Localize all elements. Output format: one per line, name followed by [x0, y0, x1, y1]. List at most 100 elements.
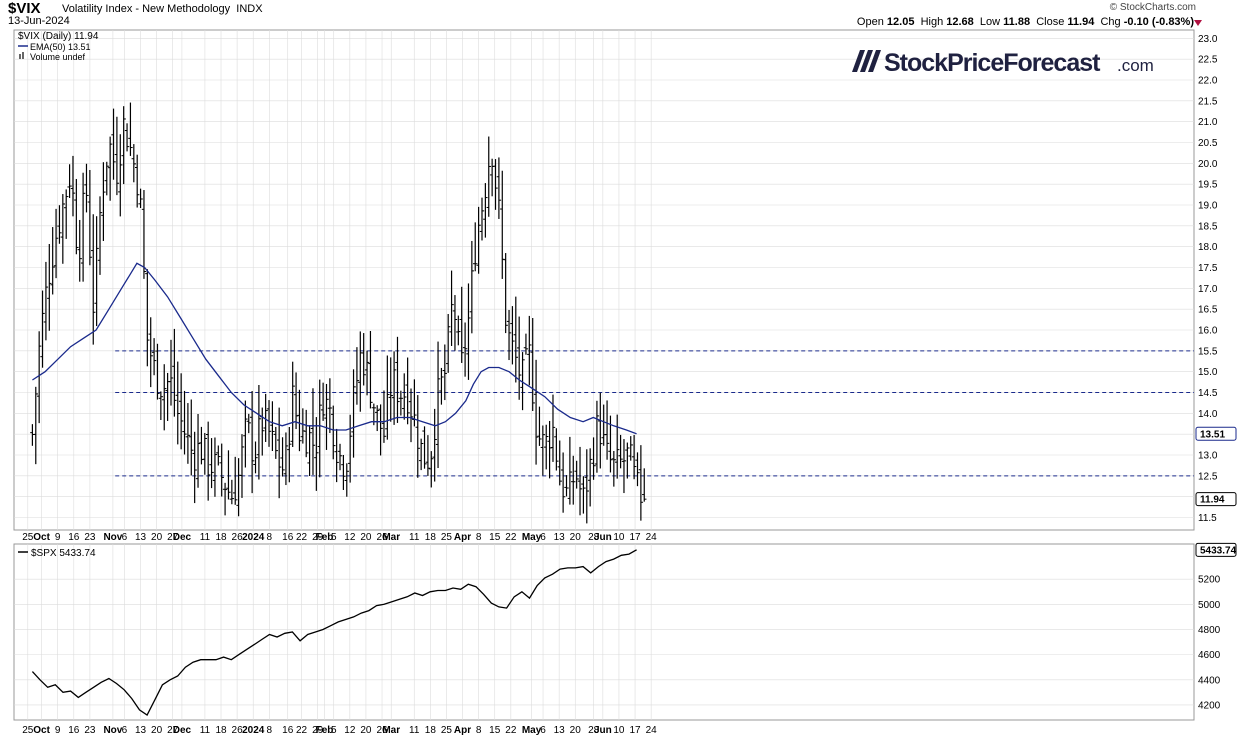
ohlc-bar: [283, 432, 289, 486]
volume-icon: [19, 54, 21, 59]
ohlc-bar: [604, 400, 610, 460]
ohlc-bar: [473, 222, 478, 272]
ohlc-bar: [36, 331, 42, 424]
ohlc-bar: [601, 404, 606, 446]
ohlc-bar: [94, 216, 99, 327]
ohlc-bar: [216, 445, 221, 466]
vix-last-tag: 11.94: [1195, 492, 1237, 507]
x-tick-label: Mar: [382, 532, 400, 543]
ohlc-bar: [134, 154, 140, 208]
ohlc-bar: [47, 244, 52, 331]
ohlc-bar: [97, 196, 103, 275]
index-name: Volatility Index - New Methodology INDX: [62, 3, 263, 15]
x-tick-label: 12: [344, 532, 356, 543]
ohlc-bar: [114, 116, 120, 196]
ohlc-bar: [442, 344, 448, 401]
ohlc-bar: [445, 314, 451, 373]
exchange-label: INDX: [236, 3, 263, 15]
y-tick-label: 13.0: [1198, 451, 1218, 462]
x-tick-label: Jun: [594, 725, 612, 736]
grid-lines: [14, 30, 1194, 720]
x-tick-label: 11: [200, 725, 211, 736]
ohlc-bar: [175, 361, 180, 445]
ohlc-bar: [124, 123, 130, 152]
vix-panel-frame: [13, 29, 1195, 531]
x-tick-label: 15: [489, 725, 501, 736]
ohlc-bar: [331, 405, 336, 460]
x-tick-label: 17: [629, 725, 641, 736]
ohlc-bar: [635, 452, 640, 487]
y-tick-label: 5200: [1198, 575, 1221, 586]
ohlc-bar: [615, 414, 620, 479]
ema-last-tag-text: 13.51: [1200, 429, 1225, 440]
high-label: High: [920, 16, 944, 28]
series-lines: [31, 262, 637, 716]
ohlc-bar: [456, 315, 461, 346]
y-tick-label: 16.5: [1198, 305, 1218, 316]
y-tick-label: 4200: [1198, 700, 1221, 711]
x-tick-label: 26: [376, 725, 388, 736]
close-label: Close: [1036, 16, 1065, 28]
y-tick-label: 19.0: [1198, 201, 1218, 212]
x-tick-label: 6: [540, 532, 546, 543]
x-tick-label: 16: [282, 725, 294, 736]
y-tick-label: 18.0: [1198, 242, 1218, 253]
ohlc-bar: [544, 424, 549, 470]
x-tick-label: 6: [540, 725, 546, 736]
x-tick-label: Mar: [382, 725, 400, 736]
ohlc-bar: [493, 159, 498, 210]
ohlc-bar: [591, 437, 596, 480]
ohlc-bar: [168, 339, 174, 406]
ohlc-bar: [567, 436, 573, 505]
x-tick-label: 27: [167, 725, 179, 736]
ohlc-bar: [395, 336, 400, 423]
x-tick-label: 20: [570, 725, 582, 736]
ohlc-bar: [111, 108, 116, 180]
ohlc-bar: [476, 206, 481, 274]
vix-legend: $VIX (Daily) 11.94 EMA(50) 13.51 Volume …: [18, 31, 99, 62]
y-tick-label: 14.5: [1198, 388, 1218, 399]
ohlc-bar: [354, 347, 360, 405]
x-tick-label: 25: [22, 725, 34, 736]
ohlc-bar: [138, 188, 143, 209]
ohlc-bar: [131, 144, 137, 183]
ohlc-bar: [57, 205, 62, 244]
y-tick-label: 18.5: [1198, 221, 1218, 232]
ohlc-bar: [178, 373, 184, 450]
logo-suffix-text: .com: [1117, 56, 1154, 75]
panel-frames: [13, 29, 1195, 721]
ohlc-bar: [91, 214, 96, 345]
ohlc-bar: [162, 364, 167, 431]
ohlc-bar: [70, 155, 76, 217]
ohlc-bar: [151, 338, 157, 376]
legend-ema: EMA(50) 13.51: [30, 42, 91, 52]
x-tick-label: 27: [167, 532, 179, 543]
ohlc-bar: [145, 269, 150, 367]
ohlc-bar: [287, 426, 292, 483]
ohlc-bar: [304, 409, 309, 458]
x-tick-label: 23: [84, 725, 96, 736]
x-tick-label: 13: [135, 532, 147, 543]
ohlc-bar: [327, 378, 333, 434]
ohlc-bar: [462, 322, 468, 377]
spx-panel-frame: [13, 543, 1195, 721]
ohlc-bar: [513, 296, 518, 383]
ohlc-bar: [310, 388, 316, 475]
index-name-text: Volatility Index - New Methodology: [62, 3, 231, 15]
ohlc-bar: [557, 440, 562, 486]
ohlc-bar: [40, 290, 45, 368]
x-tick-label: 22: [505, 532, 517, 543]
legend-vix-name: $VIX (Daily): [18, 31, 71, 42]
ohlc-bar: [459, 286, 464, 363]
ohlc-bar: [219, 443, 224, 497]
ohlc-bar: [621, 439, 627, 494]
ema-last-tag: 13.51: [1195, 426, 1237, 441]
ohlc-bar: [337, 443, 343, 471]
x-tick-label: 25: [441, 532, 453, 543]
y-tick-label: 15.5: [1198, 346, 1218, 357]
x-tick-label: 16: [68, 532, 80, 543]
x-tick-label: 22: [296, 725, 308, 736]
ohlc-bar: [67, 164, 72, 199]
x-tick-label: 22: [505, 725, 517, 736]
